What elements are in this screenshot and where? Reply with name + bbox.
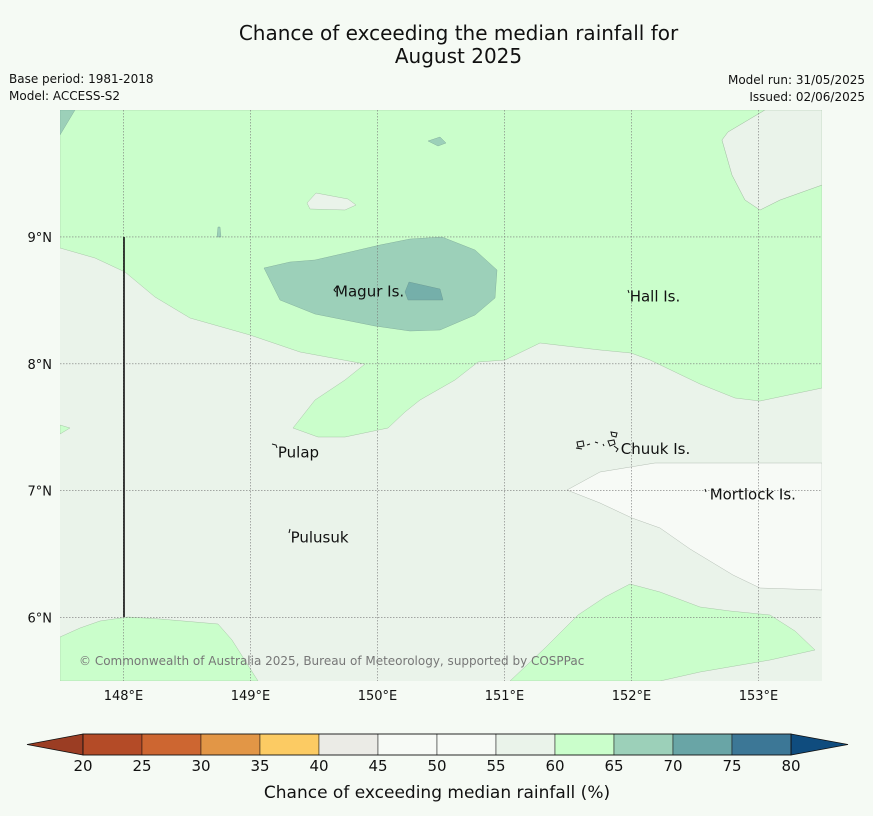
title-line-1: Chance of exceeding the median rainfall …	[238, 21, 679, 45]
colorbar-segment	[82, 733, 143, 756]
place-label: Pulap	[278, 444, 319, 462]
model-name: Model: ACCESS-S2	[9, 89, 121, 103]
band-60-65-west-sliver	[60, 424, 71, 435]
pulap-island-shape	[271, 443, 278, 449]
issued-date: Issued: 02/06/2025	[749, 90, 865, 104]
colorbar-tick-label: 20	[73, 757, 92, 775]
band-55-60-north-island	[721, 110, 822, 211]
legend-colorbar: 20 25 30 35 40 45 50 55 60 65 70 75 80 Chance of exce…	[26, 733, 849, 803]
colorbar-segment	[141, 733, 202, 756]
lat-tick-label: 9°N	[28, 231, 53, 246]
colorbar-segment	[731, 733, 792, 756]
colorbar-label: Chance of exceeding median rainfall (%)	[264, 783, 610, 803]
model-run: Model run: 31/05/2025	[727, 73, 865, 87]
colorbar-segment	[200, 733, 261, 756]
map-panel[interactable]: Magur Is. Hall Is. Pulap Chuuk Is. Mortlock …	[60, 110, 822, 681]
magur-island-shape	[333, 285, 338, 293]
map-title: Chance of exceeding the median rainfall …	[0, 22, 873, 68]
colorbar-tick-label: 50	[427, 757, 446, 775]
map-axes: 148°E 149°E 150°E 151°E 152°E 153°E 9°N 8°N 7°N 6…	[28, 231, 779, 704]
colorbar-tick-label: 55	[486, 757, 505, 775]
lon-tick-label: 149°E	[231, 689, 271, 704]
colorbar-segment	[436, 733, 497, 756]
colorbar-tick-label: 40	[309, 757, 328, 775]
lat-tick-label: 7°N	[28, 485, 53, 500]
band-70-75-magur	[404, 281, 444, 301]
colorbar-tick-label: 25	[132, 757, 151, 775]
band-65-70-magur	[263, 236, 498, 332]
lon-tick-label: 153°E	[739, 689, 779, 704]
band-65-70-corner	[60, 110, 76, 136]
colorbar-segment	[259, 733, 320, 756]
band-55-60-blob	[306, 192, 357, 211]
colorbar-segment	[672, 733, 733, 756]
place-label: Magur Is.	[335, 282, 404, 300]
band-65-70-speck	[427, 136, 447, 147]
colorbar-tick-label: 60	[545, 757, 564, 775]
lon-tick-label: 148°E	[104, 689, 144, 704]
colorbar-under-arrow	[26, 733, 84, 756]
colorbar-segment	[495, 733, 556, 756]
lon-tick-label: 152°E	[612, 689, 652, 704]
pulusuk-island-shape	[288, 528, 291, 534]
colorbar-over-arrow	[790, 733, 849, 756]
colorbar-tick-label: 70	[663, 757, 682, 775]
place-label: Pulusuk	[291, 529, 349, 547]
colorbar-segment	[554, 733, 615, 756]
band-60-65-south-west	[60, 616, 259, 681]
place-label: Mortlock Is.	[710, 485, 796, 503]
place-label: Hall Is.	[630, 288, 681, 306]
colorbar-segment	[377, 733, 438, 756]
colorbar-tick-label: 65	[604, 757, 623, 775]
colorbar-tick-label: 35	[250, 757, 269, 775]
chuuk-lagoon-shapes	[575, 431, 619, 453]
colorbar-segment	[318, 733, 379, 756]
mortlock-island-shape	[704, 488, 707, 493]
colorbar-tick-label: 75	[722, 757, 741, 775]
place-label: Chuuk Is.	[621, 440, 690, 458]
colorbar-tick-label: 80	[781, 757, 800, 775]
band-65-70-sliver	[216, 226, 222, 238]
lat-tick-label: 6°N	[28, 612, 53, 627]
colorbar-segment	[613, 733, 674, 756]
copyright-credit: © Commonwealth of Australia 2025, Bureau…	[79, 654, 584, 668]
band-60-65-south-east	[509, 583, 816, 681]
base-period: Base period: 1981-2018	[9, 72, 154, 86]
colorbar-tick-label: 30	[191, 757, 210, 775]
meta-left: Base period: 1981-2018 Model: ACCESS-S2	[9, 71, 154, 105]
lon-tick-label: 151°E	[485, 689, 525, 704]
meta-right: Model run: 31/05/2025 Issued: 02/06/2025	[728, 72, 865, 106]
colorbar-tick-label: 45	[368, 757, 387, 775]
island-outlines	[271, 285, 707, 534]
place-labels: Magur Is. Hall Is. Pulap Chuuk Is. Mortlock …	[278, 282, 796, 546]
lon-tick-label: 150°E	[358, 689, 398, 704]
lat-tick-label: 8°N	[28, 358, 53, 373]
colorbar-frame	[82, 733, 792, 756]
title-line-2: August 2025	[394, 44, 523, 68]
hall-island-shape	[627, 289, 630, 294]
